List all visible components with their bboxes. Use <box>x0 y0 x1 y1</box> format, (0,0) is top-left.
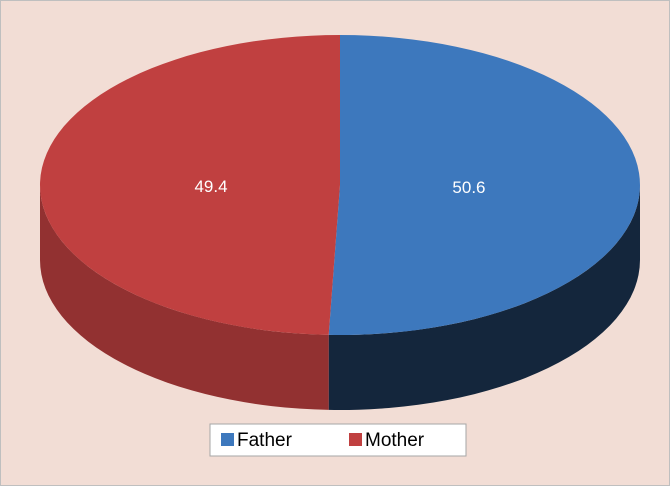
legend-label: Mother <box>365 430 425 451</box>
legend-swatch <box>349 433 362 446</box>
legend-label: Father <box>237 430 293 451</box>
legend: Father Mother <box>209 423 467 457</box>
data-label: 50.6 <box>452 178 485 197</box>
pie-slice <box>39 35 341 335</box>
pie: 50.6 49.4 <box>39 35 641 410</box>
pie-slice-side <box>328 185 641 410</box>
legend-box <box>209 423 467 457</box>
data-label: 49.4 <box>194 177 227 196</box>
pie-slice <box>328 35 640 335</box>
pie-slice-side <box>40 185 329 410</box>
legend-swatch <box>221 433 234 446</box>
